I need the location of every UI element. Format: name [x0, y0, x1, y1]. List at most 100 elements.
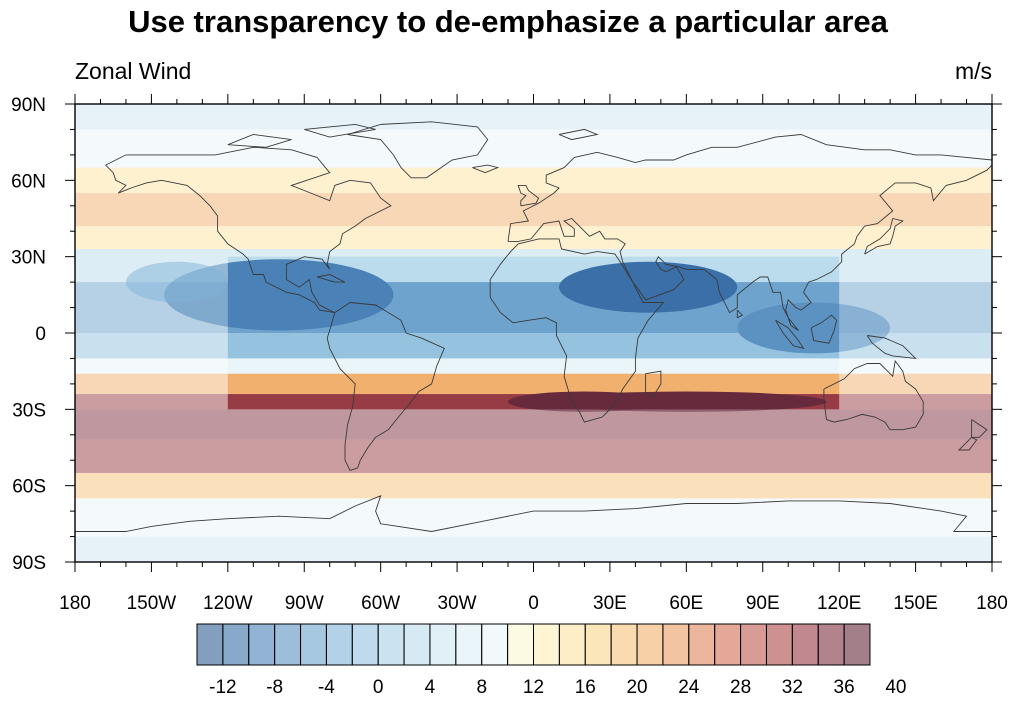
coastline — [558, 128, 599, 141]
colorbar-box — [584, 623, 612, 666]
colorbar-box — [610, 623, 638, 666]
lon-tick-label: 150E — [893, 593, 937, 614]
lon-tick-label: 180 — [59, 593, 91, 614]
units-label: m/s — [954, 58, 992, 84]
coastlines — [75, 121, 992, 532]
lat-tick-label: 30S — [12, 400, 46, 421]
wind-band — [75, 498, 992, 537]
wind-band — [75, 226, 992, 250]
colorbar-box — [791, 623, 819, 666]
colorbar-box — [688, 623, 716, 666]
lat-tick-label: 90N — [11, 95, 46, 116]
wind-band — [75, 472, 992, 499]
lat-tick-label: 0 — [35, 324, 46, 345]
colorbar-label: -4 — [318, 677, 335, 698]
colorbar-label: 4 — [425, 677, 436, 698]
colorbar-box — [222, 623, 250, 666]
lat-tick-label: 60S — [12, 477, 46, 498]
colorbar-box — [325, 623, 353, 666]
colorbar-box — [533, 623, 560, 666]
lon-tick-label: 150W — [127, 593, 177, 614]
colorbar-box — [662, 623, 690, 666]
wind-feature-opaque — [227, 259, 394, 331]
colorbar-box — [403, 623, 431, 666]
colorbar: -12 -8 -4 0 4 8 12 16 20 24 28 32 36 40 — [196, 623, 906, 698]
coastline — [864, 217, 904, 255]
colorbar-label: -12 — [209, 677, 236, 698]
coastline — [105, 146, 392, 314]
wind-feature-opaque — [508, 391, 661, 410]
coastline — [517, 184, 540, 207]
wind-band — [75, 536, 992, 562]
colorbar-label: 20 — [626, 677, 647, 698]
colorbar-box — [429, 623, 457, 666]
coastline — [316, 274, 346, 283]
plot-title: Use transparency to de-emphasize a parti… — [128, 4, 888, 39]
lon-tick-label: 90E — [746, 593, 780, 614]
coastline — [810, 314, 838, 344]
lat-tick-label: 30N — [11, 248, 46, 269]
colorbar-box — [714, 623, 742, 666]
coastline — [645, 370, 662, 398]
coastline — [775, 319, 805, 350]
lon-tick-label: 60E — [669, 593, 703, 614]
colorbar-label: 0 — [373, 677, 384, 698]
coastline — [823, 359, 924, 431]
coastline — [736, 309, 744, 319]
colorbar-box — [765, 623, 793, 666]
lat-tick-label: 90S — [12, 553, 46, 574]
colorbar-label: 36 — [834, 677, 855, 698]
coastline — [227, 134, 292, 148]
coastline — [866, 335, 917, 359]
map-axes: 180 150W 120W 90W 60W 30W 0 30E 60E 90E 120E 150E 18… — [11, 94, 1008, 614]
colorbar-box — [507, 623, 535, 666]
coastline — [489, 238, 665, 423]
colorbar-label: 40 — [885, 677, 906, 698]
colorbar-box — [248, 623, 276, 666]
colorbar-box — [636, 623, 664, 666]
colorbar-box — [558, 623, 586, 666]
lon-tick-label: 60W — [361, 593, 400, 614]
coastline — [304, 123, 376, 138]
colorbar-box — [455, 623, 483, 666]
wind-band — [75, 167, 992, 194]
colorbar-label: -8 — [266, 677, 283, 698]
coastline — [326, 302, 445, 471]
colorbar-label: 16 — [575, 677, 596, 698]
colorbar-box — [817, 623, 845, 666]
wind-band-opaque — [227, 358, 840, 374]
left-string: Zonal Wind — [75, 58, 192, 84]
wind-band — [75, 193, 992, 227]
lon-tick-label: 180 — [976, 593, 1008, 614]
colorbar-label: 24 — [678, 677, 700, 698]
colorbar-box — [196, 623, 224, 666]
lat-tick-label: 60N — [11, 171, 46, 192]
colorbar-label: 12 — [523, 677, 544, 698]
opaque-region — [227, 256, 840, 410]
colorbar-box — [300, 623, 327, 666]
colorbar-box — [481, 623, 509, 666]
colorbar-label: 32 — [782, 677, 803, 698]
lon-tick-label: 120E — [817, 593, 861, 614]
lon-tick-label: 120W — [203, 593, 253, 614]
coastline — [347, 121, 489, 179]
wind-band-opaque — [227, 333, 840, 359]
coastline — [957, 436, 978, 451]
coastline — [507, 134, 992, 331]
wind-band-opaque — [227, 373, 840, 395]
wind-feature — [125, 261, 228, 303]
lon-tick-label: 30E — [593, 593, 627, 614]
colorbar-box — [740, 623, 767, 666]
opaque-field — [227, 256, 840, 410]
colorbar-label: 8 — [476, 677, 487, 698]
lon-tick-label: 90W — [285, 593, 324, 614]
wind-band — [75, 439, 992, 473]
colorbar-box — [274, 623, 302, 666]
wind-band — [75, 409, 992, 440]
lon-tick-label: 0 — [528, 593, 539, 614]
coastline — [971, 419, 988, 438]
coastline — [472, 164, 500, 174]
colorbar-box — [843, 623, 871, 666]
coastline — [75, 495, 992, 532]
